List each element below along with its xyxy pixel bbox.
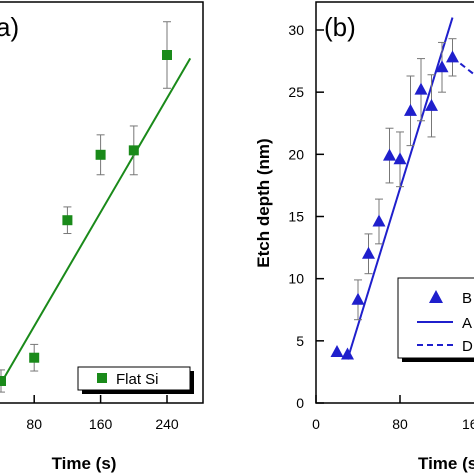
panel-b-y-tick-label-5: 25 xyxy=(288,84,304,100)
panel-b-y-ticks: 0 5 10 15 20 25 30 xyxy=(288,22,324,411)
panel-b-x-tick-label-0: 0 xyxy=(312,416,320,432)
panel-b-y-tick-label-4: 20 xyxy=(288,146,304,162)
panel-a-point-5 xyxy=(162,50,172,60)
panel-b-legend-label-d: D xyxy=(462,338,473,355)
panel-a-x-tick-label-1: 160 xyxy=(89,416,113,432)
panel-b-point-2 xyxy=(351,292,365,305)
panel-b-point-1 xyxy=(341,347,354,360)
panel-a-fit-line-segment xyxy=(0,57,192,384)
panel-a-x-axis-title: Time (s) xyxy=(52,454,117,473)
panel-b-y-tick-label-6: 30 xyxy=(288,22,304,38)
panel-b-legend-label-b: B xyxy=(462,290,472,307)
panel-b-x-axis-title: Time (s xyxy=(418,454,474,473)
panel-b-point-4 xyxy=(372,214,386,227)
panel-b-fit-dashed-line xyxy=(451,56,474,76)
panel-b-point-10 xyxy=(435,60,449,73)
panel-a-point-3 xyxy=(95,149,106,160)
panel-b-x-ticks: 0 80 xyxy=(312,395,408,432)
panel-b-x-tick-label-1: 80 xyxy=(392,416,408,432)
panel-b-x-tick-label-partial: 16 xyxy=(462,416,474,432)
panel-b-point-5 xyxy=(383,148,396,161)
panel-a-fit-line xyxy=(0,57,192,384)
panel-a: a) 80 160 240 Flat Si Time (s) xyxy=(0,1,204,473)
panel-a-label: a) xyxy=(0,12,19,42)
panel-b-legend-label-a: A xyxy=(462,315,472,332)
panel-a-point-4 xyxy=(128,145,139,156)
panel-b-label: (b) xyxy=(324,12,356,42)
panel-a-legend-marker xyxy=(97,373,107,383)
panel-a-data-points xyxy=(0,21,172,393)
panel-a-x-tick-label-0: 80 xyxy=(26,416,42,432)
panel-b-y-tick-label-0: 0 xyxy=(296,395,304,411)
panel-a-x-ticks: 80 160 240 xyxy=(26,395,179,432)
panel-a-point-1 xyxy=(29,352,40,363)
panel-a-point-2 xyxy=(62,215,73,226)
panel-b-data-points xyxy=(330,38,459,360)
panel-b-point-9 xyxy=(425,98,438,111)
panel-b-point-0 xyxy=(330,345,344,358)
panel-a-legend-label: Flat Si xyxy=(116,371,159,388)
panel-a-legend: Flat Si xyxy=(77,366,194,394)
panel-b-legend: B A D xyxy=(397,277,474,362)
panel-b-y-tick-label-2: 10 xyxy=(288,271,304,287)
panel-a-x-tick-label-2: 240 xyxy=(155,416,179,432)
panel-a-plot-frame xyxy=(0,1,204,404)
panel-a-point-0 xyxy=(0,376,6,386)
panel-b-legend-marker-triangle xyxy=(429,290,443,303)
panel-b-point-6 xyxy=(393,152,407,165)
panel-b-y-tick-label-1: 5 xyxy=(296,333,304,349)
panel-b-point-7 xyxy=(404,103,417,116)
panel-b-y-axis-title: Etch depth (nm) xyxy=(254,138,273,267)
panel-b-point-3 xyxy=(362,246,375,259)
panel-b-point-11 xyxy=(446,50,459,63)
panel-a-legend-box xyxy=(77,366,191,391)
panel-b-point-8 xyxy=(414,82,428,95)
panel-b-plot-frame xyxy=(315,1,474,404)
panel-b-y-tick-label-3: 15 xyxy=(288,209,304,225)
